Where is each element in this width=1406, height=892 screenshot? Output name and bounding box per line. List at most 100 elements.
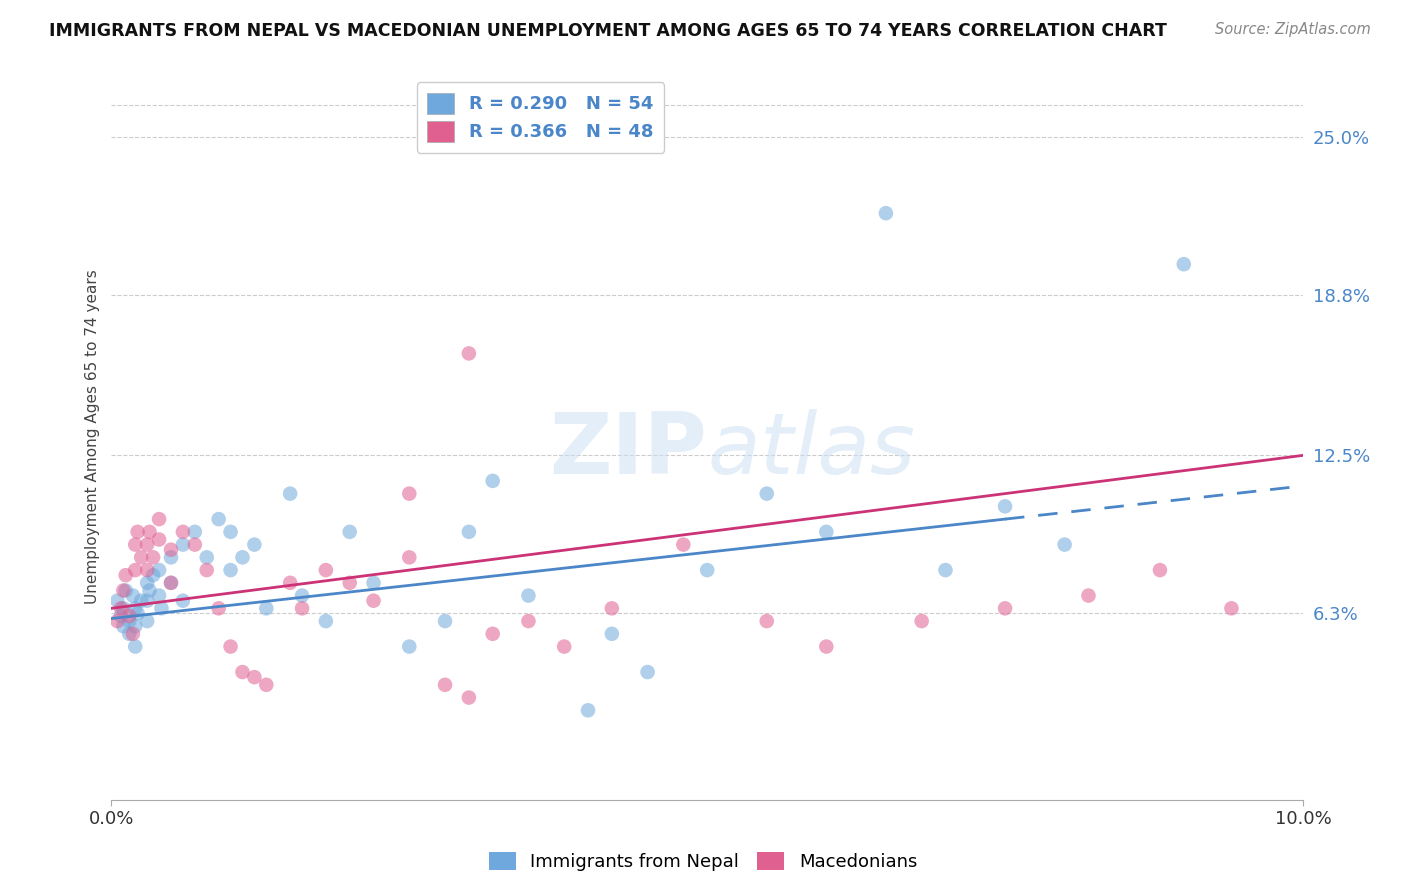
Point [150,601,173,615]
Point [118,614,141,628]
Point [129,550,152,565]
Point [339,524,361,539]
Point [219,563,242,577]
Point [1220,601,1243,615]
Point [105,593,128,607]
Point [481,627,503,641]
Point [208,601,231,615]
Point [195,550,218,565]
Point [254,601,277,615]
Point [124,619,146,633]
Point [160,575,183,590]
Point [148,589,170,603]
Point [875,206,897,220]
Point [1173,257,1195,271]
Point [600,601,623,615]
Point [219,640,242,654]
Point [112,583,135,598]
Point [136,593,159,607]
Point [815,524,838,539]
Point [136,614,159,628]
Point [136,575,159,590]
Point [363,575,385,590]
Point [114,583,136,598]
Point [243,538,266,552]
Point [110,601,132,615]
Point [184,524,207,539]
Point [118,609,141,624]
Point [121,589,143,603]
Point [363,593,385,607]
Point [434,614,457,628]
Point [105,614,128,628]
Point [172,524,194,539]
Point [112,619,135,633]
Point [129,593,152,607]
Point [136,538,159,552]
Point [278,486,301,500]
Point [121,627,143,641]
Point [517,589,540,603]
Point [291,589,314,603]
Point [1077,589,1099,603]
Point [994,601,1017,615]
Point [138,583,160,598]
Point [136,563,159,577]
Point [398,550,420,565]
Point [457,690,479,705]
Point [576,703,599,717]
Point [243,670,266,684]
Point [184,538,207,552]
Point [160,542,183,557]
Point [457,346,479,360]
Point [110,609,132,624]
Point [124,601,146,615]
Legend: R = 0.290   N = 54, R = 0.366   N = 48: R = 0.290 N = 54, R = 0.366 N = 48 [416,82,664,153]
Point [231,665,253,679]
Point [195,563,218,577]
Point [672,538,695,552]
Point [160,575,183,590]
Point [517,614,540,628]
Point [254,678,277,692]
Point [457,524,479,539]
Point [148,512,170,526]
Point [148,533,170,547]
Point [315,614,337,628]
Point [148,563,170,577]
Point [172,593,194,607]
Point [124,563,146,577]
Point [398,640,420,654]
Point [142,550,165,565]
Legend: Immigrants from Nepal, Macedonians: Immigrants from Nepal, Macedonians [482,845,924,879]
Point [315,563,337,577]
Point [127,524,149,539]
Point [637,665,659,679]
Point [172,538,194,552]
Point [142,568,165,582]
Point [231,550,253,565]
Y-axis label: Unemployment Among Ages 65 to 74 years: Unemployment Among Ages 65 to 74 years [86,268,100,604]
Point [911,614,934,628]
Point [755,486,778,500]
Point [138,524,160,539]
Point [291,601,314,615]
Point [481,474,503,488]
Point [127,607,149,621]
Point [1053,538,1076,552]
Text: atlas: atlas [707,409,915,492]
Point [434,678,457,692]
Point [934,563,956,577]
Point [124,640,146,654]
Point [160,550,183,565]
Text: IMMIGRANTS FROM NEPAL VS MACEDONIAN UNEMPLOYMENT AMONG AGES 65 TO 74 YEARS CORRE: IMMIGRANTS FROM NEPAL VS MACEDONIAN UNEM… [49,22,1167,40]
Point [600,627,623,641]
Text: Source: ZipAtlas.com: Source: ZipAtlas.com [1215,22,1371,37]
Point [1149,563,1171,577]
Point [815,640,838,654]
Text: ZIP: ZIP [550,409,707,492]
Point [553,640,575,654]
Point [208,512,231,526]
Point [219,524,242,539]
Point [339,575,361,590]
